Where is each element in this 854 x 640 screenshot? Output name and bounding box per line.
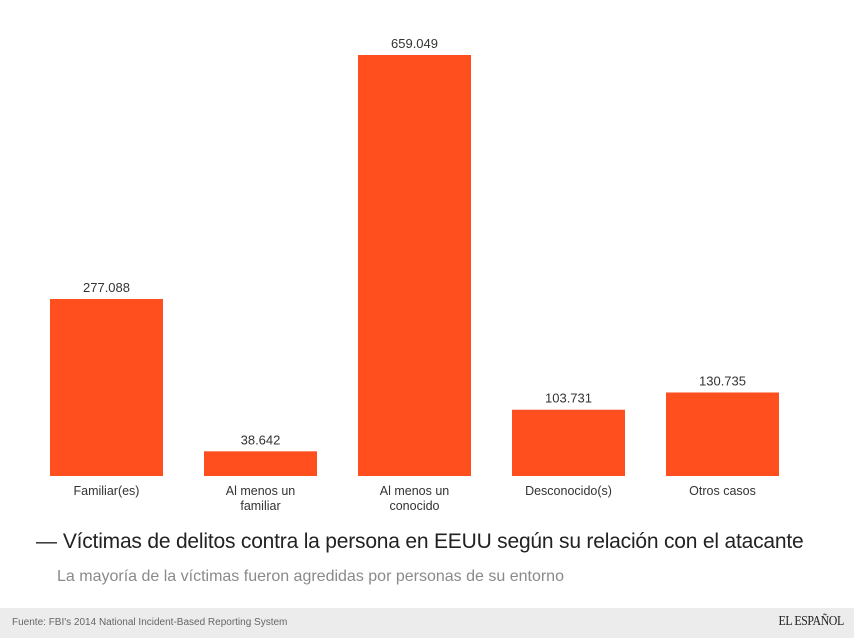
chart-title: — Víctimas de delitos contra la persona e… [36,530,804,554]
category-label-0-line-0: Familiar(es) [74,484,140,498]
source-note: Fuente: FBI's 2014 National Incident-Bas… [12,617,288,628]
chart-title-text: Víctimas de delitos contra la persona en… [62,530,804,553]
value-label-1: 38.642 [241,432,281,447]
bar-4 [666,392,779,476]
category-label-3-line-0: Desconocido(s) [525,484,612,498]
bar-1 [204,451,317,476]
bar-2 [358,55,471,476]
title-dash: — [36,530,57,553]
value-label-0: 277.088 [83,280,130,295]
bar-0 [50,298,163,476]
bar-3 [512,409,625,476]
category-label-4-line-0: Otros casos [689,484,756,498]
chart-subtitle: La mayoría de la víctimas fueron agredid… [57,568,564,585]
value-label-4: 130.735 [699,373,746,388]
value-label-2: 659.049 [391,36,438,51]
category-label-2-line-1: conocido [389,499,439,513]
category-label-1-line-0: Al menos un [226,484,296,498]
category-label-2-line-0: Al menos un [380,484,450,498]
el-espanol-logo: EL ESPAÑOL [778,614,845,629]
value-label-3: 103.731 [545,391,592,406]
category-label-1-line-1: familiar [240,499,280,513]
footer-bar: Fuente: FBI's 2014 National Incident-Bas… [0,608,854,638]
